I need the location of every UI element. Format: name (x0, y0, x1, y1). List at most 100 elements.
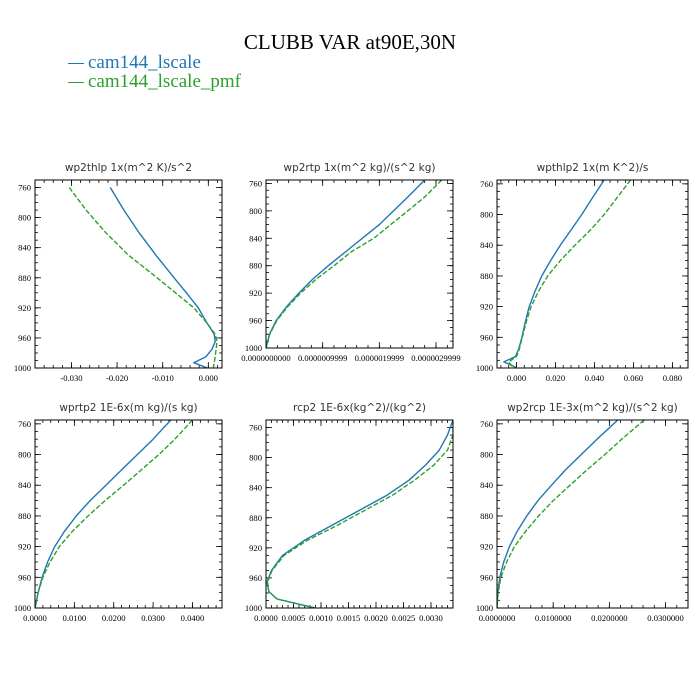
y-tick-label: 960 (249, 573, 262, 583)
y-tick-label: 920 (249, 543, 262, 553)
x-tick-label: 0.0000 (23, 613, 47, 623)
x-tick-label: 0.0200 (102, 613, 126, 623)
x-tick-label: 0.0100 (63, 613, 87, 623)
x-tick-label: 0.0005 (282, 613, 306, 623)
series-line-1 (266, 420, 453, 608)
x-tick-label: 0.0010 (309, 613, 333, 623)
y-tick-label: 920 (18, 303, 31, 313)
legend-line-swatch (68, 82, 84, 84)
y-tick-label: 800 (18, 213, 31, 223)
series-line-1 (109, 187, 216, 368)
x-tick-label: 0.0400 (181, 613, 205, 623)
y-tick-label: 840 (18, 243, 31, 253)
x-tick-label: 0.0000029999 (411, 353, 460, 363)
x-tick-label: 0.0300 (141, 613, 165, 623)
y-tick-label: 800 (480, 450, 493, 460)
x-tick-label: -0.030 (60, 373, 82, 383)
y-tick-label: 760 (480, 419, 493, 429)
y-tick-label: 840 (18, 480, 31, 490)
x-tick-label: 0.0015 (337, 613, 361, 623)
legend-item-series-2: cam144_lscale_pmf (68, 71, 241, 93)
chart-title: wp2rcp 1E-3x(m^2 kg)/(s^2 kg) (507, 402, 678, 414)
series-line-1 (35, 420, 172, 608)
y-tick-label: 880 (18, 273, 31, 283)
chart-panel-2: wp2rtp 1x(m^2 kg)/(s^2 kg) 760 800 840 880 92… (241, 162, 460, 363)
y-tick-label: 920 (18, 542, 31, 552)
series-line-2 (35, 420, 194, 608)
chart-title: wp2rtp 1x(m^2 kg)/(s^2 kg) (283, 162, 435, 174)
x-tick-label: 0.0200000 (591, 613, 628, 623)
legend-label: cam144_lscale (88, 52, 201, 73)
y-tick-label: 960 (480, 572, 493, 582)
series-line-2 (497, 420, 645, 608)
y-tick-label: 760 (18, 419, 31, 429)
y-tick-label: 840 (249, 233, 262, 243)
x-tick-label: 0.0300000 (647, 613, 684, 623)
legend-label: cam144_lscale_pmf (88, 71, 242, 92)
y-tick-label: 920 (480, 302, 493, 312)
x-tick-label: 0.0000000 (479, 613, 516, 623)
y-tick-label: 800 (480, 210, 493, 220)
y-tick-label: 840 (480, 480, 493, 490)
x-tick-label: 0.0000 (254, 613, 278, 623)
y-tick-label: 760 (249, 178, 262, 188)
plot-frame (496, 179, 689, 369)
plot-frame (34, 179, 223, 369)
y-tick-label: 880 (249, 513, 262, 523)
y-tick-label: 1000 (245, 603, 262, 613)
figure-title: CLUBB VAR at90E,30N (243, 30, 457, 54)
plot-frame (34, 419, 223, 609)
y-tick-label: 880 (480, 271, 493, 281)
y-tick-label: 920 (249, 288, 262, 298)
y-tick-label: 880 (249, 261, 262, 271)
chart-panel-5: rcp2 1E-6x(kg^2)/(kg^2) 760 800 840 880 920 96… (245, 402, 454, 623)
series-line-2 (68, 187, 218, 368)
x-tick-label: 0.0030 (419, 613, 443, 623)
legend-item-series-1: cam144_lscale (68, 52, 201, 74)
y-tick-label: 760 (18, 183, 31, 193)
x-tick-label: -0.020 (106, 373, 128, 383)
chart-title: rcp2 1E-6x(kg^2)/(kg^2) (293, 402, 426, 414)
chart-panel-1: wp2thlp 1x(m^2 K)/s^2 760 800 840 880 920 960 1… (14, 162, 223, 383)
series-line-1 (503, 180, 605, 368)
series-line-1 (497, 420, 619, 608)
y-tick-label: 920 (480, 542, 493, 552)
series-line-2 (266, 420, 453, 608)
series-line-2 (508, 180, 632, 368)
x-tick-label: 0.0020 (364, 613, 388, 623)
x-tick-label: 0.040 (585, 373, 604, 383)
x-tick-label: 0.0000019999 (355, 353, 404, 363)
y-tick-label: 880 (480, 511, 493, 521)
plot-frame (265, 419, 454, 609)
y-tick-label: 960 (18, 572, 31, 582)
y-tick-label: 1000 (245, 343, 262, 353)
y-tick-label: 1000 (14, 603, 31, 613)
y-tick-label: 960 (18, 333, 31, 343)
legend-line-swatch (68, 63, 84, 65)
x-tick-label: 0.0000000000 (241, 353, 290, 363)
y-tick-label: 960 (249, 316, 262, 326)
y-tick-label: 960 (480, 332, 493, 342)
chart-title: wp2thlp 1x(m^2 K)/s^2 (65, 162, 192, 174)
x-tick-label: -0.010 (152, 373, 174, 383)
y-tick-label: 800 (249, 206, 262, 216)
y-tick-label: 800 (18, 450, 31, 460)
y-tick-label: 1000 (476, 363, 493, 373)
chart-title: wprtp2 1E-6x(m kg)/(s kg) (59, 402, 197, 414)
chart-title: wpthlp2 1x(m K^2)/s (537, 162, 649, 174)
y-tick-label: 760 (249, 423, 262, 433)
x-tick-label: 0.0025 (392, 613, 416, 623)
x-tick-label: 0.020 (546, 373, 565, 383)
y-tick-label: 880 (18, 511, 31, 521)
series-line-2 (266, 180, 443, 348)
y-tick-label: 800 (249, 453, 262, 463)
y-tick-label: 760 (480, 179, 493, 189)
x-tick-label: 0.080 (663, 373, 682, 383)
x-tick-label: 0.0000009999 (298, 353, 347, 363)
chart-panel-4: wprtp2 1E-6x(m kg)/(s kg) 760 800 840 880 920… (14, 402, 223, 623)
series-line-1 (266, 180, 426, 348)
y-tick-label: 840 (249, 483, 262, 493)
y-tick-label: 1000 (476, 603, 493, 613)
plot-frame (496, 419, 689, 609)
